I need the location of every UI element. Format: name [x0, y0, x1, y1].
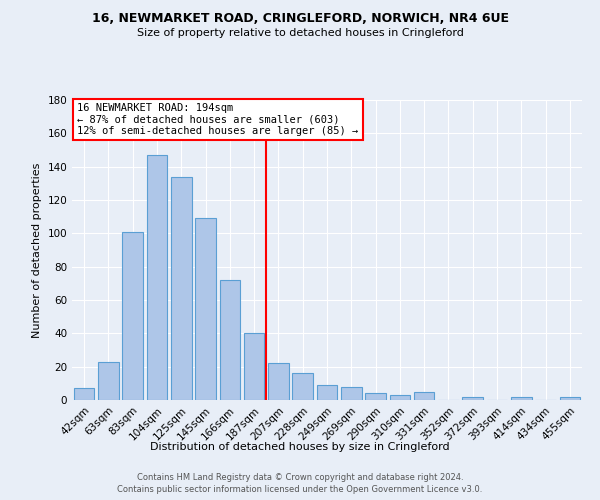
Text: Distribution of detached houses by size in Cringleford: Distribution of detached houses by size … [150, 442, 450, 452]
Text: Size of property relative to detached houses in Cringleford: Size of property relative to detached ho… [137, 28, 463, 38]
Bar [414, 392, 434, 400]
Bar [341, 386, 362, 400]
Bar [389, 395, 410, 400]
Bar [511, 396, 532, 400]
Bar [292, 374, 313, 400]
Bar [171, 176, 191, 400]
Text: Contains public sector information licensed under the Open Government Licence v3: Contains public sector information licen… [118, 485, 482, 494]
Bar [317, 385, 337, 400]
Bar [195, 218, 216, 400]
Y-axis label: Number of detached properties: Number of detached properties [32, 162, 42, 338]
Bar [122, 232, 143, 400]
Bar [220, 280, 240, 400]
Bar [560, 396, 580, 400]
Bar [98, 362, 119, 400]
Text: 16 NEWMARKET ROAD: 194sqm
← 87% of detached houses are smaller (603)
12% of semi: 16 NEWMARKET ROAD: 194sqm ← 87% of detac… [77, 103, 358, 136]
Bar [268, 364, 289, 400]
Bar [146, 155, 167, 400]
Bar [74, 388, 94, 400]
Bar [244, 334, 265, 400]
Text: 16, NEWMARKET ROAD, CRINGLEFORD, NORWICH, NR4 6UE: 16, NEWMARKET ROAD, CRINGLEFORD, NORWICH… [91, 12, 509, 26]
Text: Contains HM Land Registry data © Crown copyright and database right 2024.: Contains HM Land Registry data © Crown c… [137, 472, 463, 482]
Bar [365, 394, 386, 400]
Bar [463, 396, 483, 400]
